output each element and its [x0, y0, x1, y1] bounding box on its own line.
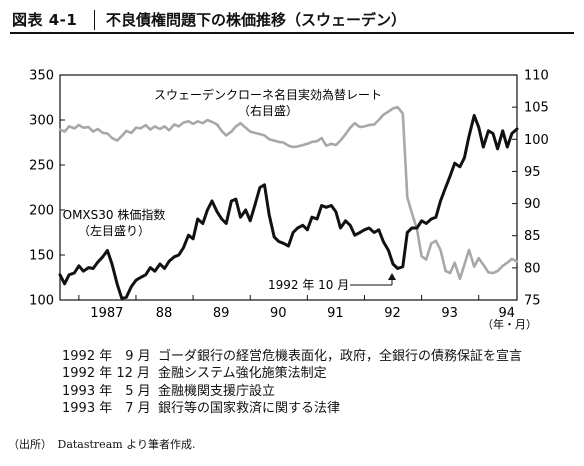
right-tick-label: 110 [524, 69, 549, 84]
right-tick-label: 100 [524, 133, 549, 148]
right-tick-label: 85 [524, 229, 541, 244]
fx-series-sublabel: （右目盛） [238, 103, 298, 118]
left-tick-label: 100 [29, 294, 54, 309]
event-item: 1993 年 5 月 金融機関支援庁設立 [62, 383, 522, 400]
x-unit-label: （年・月） [482, 317, 537, 331]
event-text: 金融システム強化施策法制定 [158, 365, 327, 382]
x-tick-label: 89 [213, 306, 230, 321]
event-date: 1992 年 9 月 [62, 348, 158, 365]
header-rule [10, 32, 574, 34]
event-date: 1993 年 5 月 [62, 383, 158, 400]
event-text: 銀行等の国家救済に関する法律 [158, 400, 340, 417]
left-tick-label: 150 [29, 249, 54, 264]
x-tick-label: 90 [270, 306, 287, 321]
event-date: 1993 年 7 月 [62, 400, 158, 417]
annotation-1992-oct: 1992 年 10 月 [268, 278, 349, 292]
annotation-arrow-head [388, 273, 396, 280]
fx-rate-line [60, 107, 517, 279]
event-item: 1992 年 12 月 金融システム強化施策法制定 [62, 365, 522, 382]
stock-index-line [60, 116, 517, 299]
source-note: （出所） Datastream より筆者作成. [8, 436, 195, 452]
x-tick-label: 91 [327, 306, 344, 321]
x-tick-label: 88 [156, 306, 173, 321]
stock-price-chart: 100 150 200 250 300 350 75 80 85 90 95 100 105 110 1… [0, 44, 584, 344]
left-tick-label: 250 [29, 159, 54, 174]
event-date: 1992 年 12 月 [62, 365, 158, 382]
stock-series-label: OMXS30 株価指数 [63, 207, 166, 222]
event-text: ゴーダ銀行の経営危機表面化，政府，全銀行の債務保証を宣言 [158, 348, 522, 365]
series-layer [60, 107, 517, 298]
right-tick-label: 80 [524, 261, 541, 276]
x-tick-label: 92 [384, 306, 401, 321]
fx-series-label: スウェーデンクローネ名目実効為替レート [154, 87, 382, 102]
right-tick-label: 75 [524, 294, 541, 309]
right-tick-label: 105 [524, 101, 549, 116]
stock-series-sublabel: （左目盛り） [78, 223, 150, 238]
event-item: 1993 年 7 月 銀行等の国家救済に関する法律 [62, 400, 522, 417]
right-tick-label: 95 [524, 165, 541, 180]
event-list: 1992 年 9 月 ゴーダ銀行の経営危機表面化，政府，全銀行の債務保証を宣言 … [62, 348, 522, 418]
x-tick-label: 93 [441, 306, 458, 321]
figure-label: 図表 4-1 [12, 9, 77, 30]
event-item: 1992 年 9 月 ゴーダ銀行の経営危機表面化，政府，全銀行の債務保証を宣言 [62, 348, 522, 365]
figure-header: 図表 4-1 不良債権問題下の株価推移（スウェーデン） [10, 8, 574, 34]
x-axis: 1987 88 89 90 91 92 93 94 [79, 295, 515, 321]
figure-title: 不良債権問題下の株価推移（スウェーデン） [106, 9, 406, 30]
event-text: 金融機関支援庁設立 [158, 383, 275, 400]
x-tick-label: 1987 [90, 306, 123, 321]
left-tick-label: 350 [29, 69, 54, 84]
left-tick-label: 200 [29, 204, 54, 219]
right-tick-label: 90 [524, 197, 541, 212]
left-tick-label: 300 [29, 114, 54, 129]
header-separator [94, 10, 95, 30]
